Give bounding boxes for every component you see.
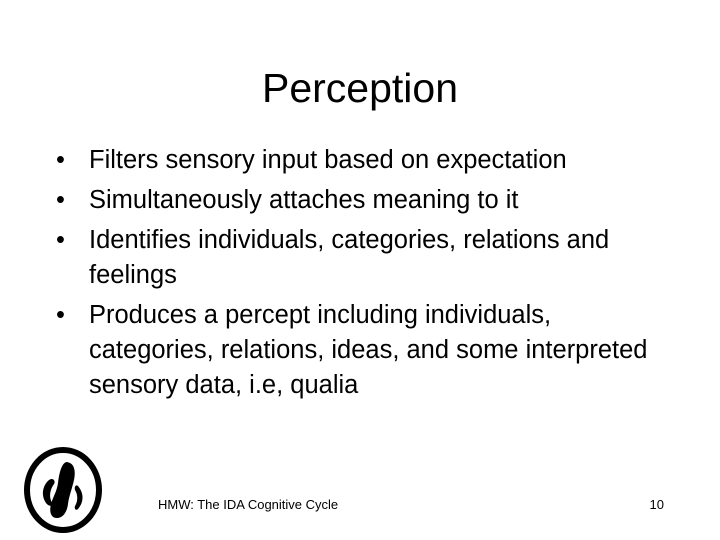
bullet-list: • Filters sensory input based on expecta… [56, 143, 676, 408]
bullet-item: • Produces a percept including individua… [56, 298, 676, 403]
bullet-dot: • [56, 301, 65, 329]
stylized-ida-logo-icon [24, 447, 102, 533]
bullet-item: • Identifies individuals, categories, re… [56, 223, 676, 293]
bullet-text: Filters sensory input based on expectati… [89, 146, 567, 174]
slide-number: 10 [649, 497, 664, 512]
bullet-text: Produces a percept including individuals… [89, 301, 648, 399]
bullet-dot: • [56, 186, 65, 214]
bullet-text: Simultaneously attaches meaning to it [89, 186, 519, 214]
bullet-item: • Simultaneously attaches meaning to it [56, 183, 676, 218]
bullet-text: Identifies individuals, categories, rela… [89, 226, 610, 289]
footer-title: HMW: The IDA Cognitive Cycle [158, 497, 339, 512]
slide-title: Perception [261, 65, 458, 111]
bullet-dot: • [56, 226, 65, 254]
bullet-dot: • [56, 146, 65, 174]
bullet-item: • Filters sensory input based on expecta… [56, 143, 676, 178]
